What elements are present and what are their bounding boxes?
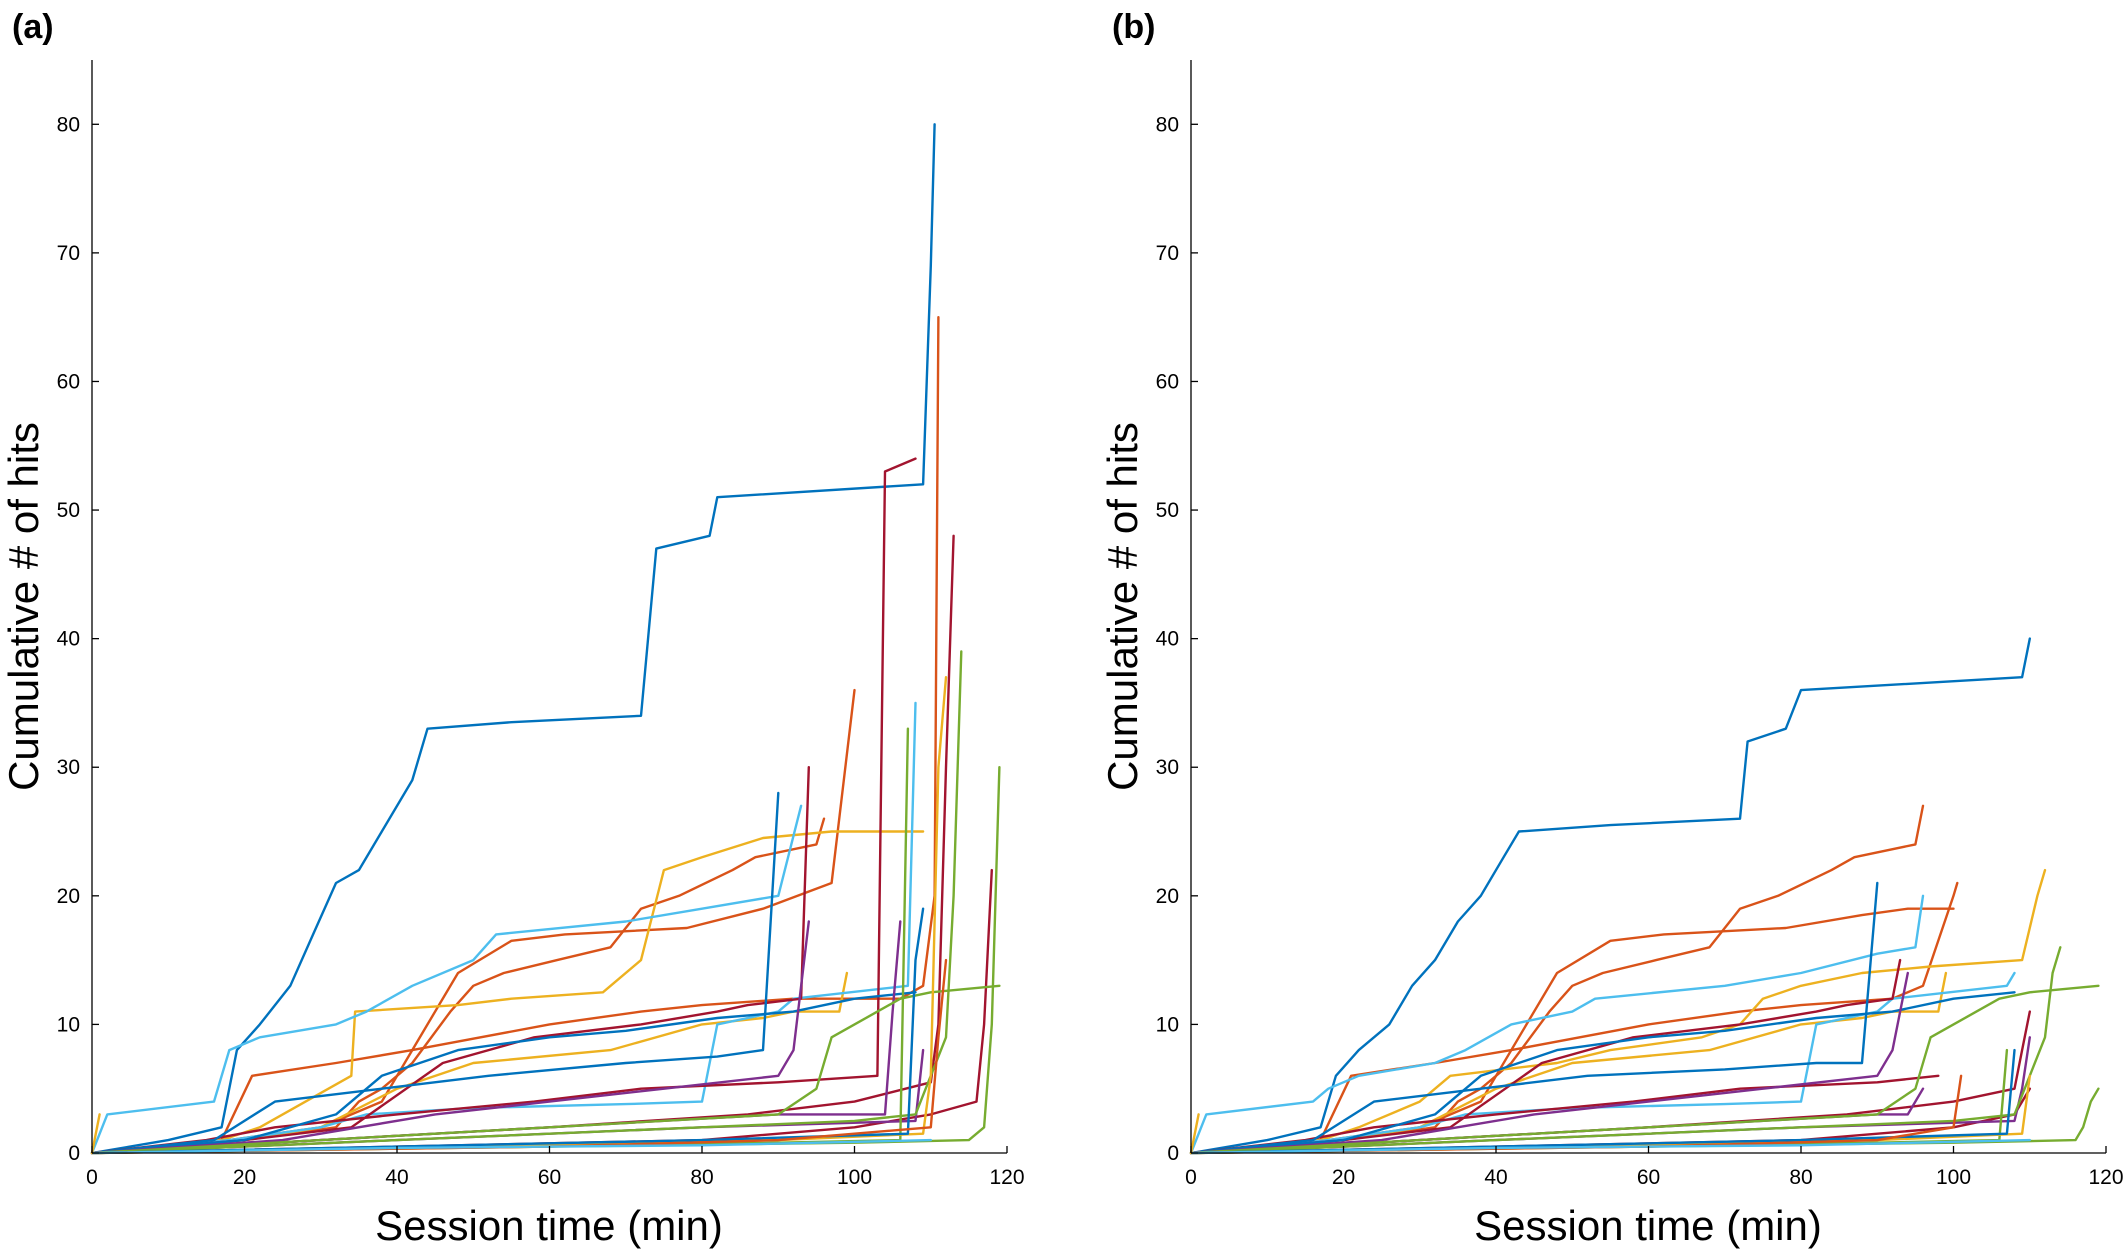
- y-axis-title: Cumulative # of hits: [0, 422, 47, 791]
- x-tick-label: 100: [837, 1166, 872, 1189]
- series-group: [1189, 637, 2100, 1155]
- series-line-7: [1189, 894, 1925, 1155]
- y-tick-label: 80: [1156, 113, 1179, 136]
- y-tick-label: 30: [1156, 756, 1179, 779]
- x-tick-label: 0: [86, 1166, 98, 1189]
- series-line-12: [90, 868, 993, 1155]
- y-tick-label: 10: [57, 1013, 80, 1036]
- y-tick-label: 70: [1156, 242, 1179, 265]
- y-tick-label: 60: [1156, 370, 1179, 393]
- y-tick-label: 30: [57, 756, 80, 779]
- series-line-18: [90, 984, 1001, 1155]
- panel-label: (a): [12, 8, 54, 46]
- x-tick-label: 80: [1789, 1166, 1812, 1189]
- x-tick-label: 20: [233, 1166, 256, 1189]
- x-axis-title: Session time (min): [375, 1202, 723, 1249]
- series-line-1: [1189, 637, 2031, 1155]
- x-tick-label: 120: [2088, 1166, 2123, 1189]
- y-tick-label: 70: [57, 242, 80, 265]
- y-tick-label: 40: [1156, 628, 1179, 651]
- x-tick-label: 100: [1936, 1166, 1971, 1189]
- series-group: [90, 123, 1001, 1155]
- x-tick-label: 0: [1185, 1166, 1197, 1189]
- series-line-21: [90, 727, 910, 1155]
- series-line-9: [90, 457, 917, 1155]
- x-tick-label: 120: [989, 1166, 1024, 1189]
- y-tick-label: 10: [1156, 1013, 1179, 1036]
- chart-panel-2: (b) 0 20 40 60 80 100 120 0 10 20 30 40 50 60 70 80 Sessi…: [1099, 8, 2124, 1249]
- y-tick-label: 20: [57, 885, 80, 908]
- series-line-13: [1189, 881, 1879, 1155]
- y-tick-label: 50: [57, 499, 80, 522]
- x-tick-label: 80: [690, 1166, 713, 1189]
- series-line-4: [1189, 804, 1925, 1155]
- series-line-23: [90, 907, 925, 1155]
- series-line-8: [1189, 971, 2016, 1155]
- series-line-14: [1189, 991, 2016, 1155]
- series-line-26: [1189, 1113, 1200, 1155]
- y-tick-label: 60: [57, 370, 80, 393]
- series-line-19: [90, 650, 963, 1155]
- series-line-19: [1189, 946, 2062, 1155]
- panel-label: (b): [1112, 8, 1155, 46]
- series-line-5: [90, 830, 925, 1155]
- x-tick-label: 60: [538, 1166, 561, 1189]
- x-tick-label: 20: [1332, 1166, 1355, 1189]
- series-line-10: [1189, 958, 1902, 1155]
- series-line-18: [1189, 984, 2100, 1155]
- x-tick-label: 40: [1484, 1166, 1507, 1189]
- series-line-13: [90, 791, 780, 1155]
- y-tick-label: 20: [1156, 885, 1179, 908]
- y-tick-label: 50: [1156, 499, 1179, 522]
- x-tick-label: 40: [385, 1166, 408, 1189]
- series-line-16: [90, 920, 902, 1155]
- y-tick-label: 80: [57, 113, 80, 136]
- series-line-7: [90, 804, 803, 1155]
- y-tick-label: 0: [68, 1142, 80, 1165]
- series-line-10: [90, 766, 810, 1155]
- series-line-4: [90, 817, 826, 1155]
- series-line-15: [1189, 971, 1909, 1155]
- series-line-8: [90, 701, 917, 1155]
- series-line-26: [90, 1113, 101, 1155]
- series-line-2: [1189, 881, 1959, 1155]
- x-axis-title: Session time (min): [1474, 1202, 1822, 1249]
- chart-panel-1: (a) 0 20 40 60 80 100 120 0 10 20 30 40 50 60 70 80 Sessi…: [0, 8, 1025, 1249]
- y-tick-label: 40: [57, 628, 80, 651]
- series-line-14: [90, 991, 917, 1155]
- x-tick-label: 60: [1637, 1166, 1660, 1189]
- series-line-15: [90, 920, 810, 1155]
- series-line-2: [90, 316, 940, 1155]
- y-axis-title: Cumulative # of hits: [1099, 422, 1146, 791]
- y-tick-label: 0: [1167, 1142, 1179, 1165]
